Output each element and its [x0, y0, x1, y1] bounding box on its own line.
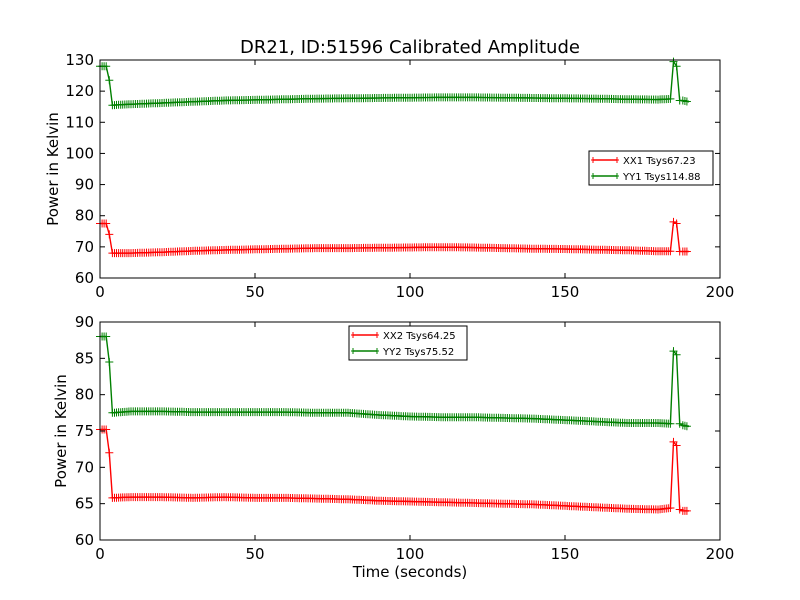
x-tick-label: 50 [245, 283, 264, 301]
marker [105, 230, 114, 239]
series-1-1 [96, 425, 691, 515]
y-tick-label: 80 [75, 386, 94, 404]
y-tick-label: 65 [75, 495, 94, 513]
legend-label: XX1 Tsys67.23 [623, 156, 696, 167]
marker [666, 504, 675, 512]
y-tick-label: 70 [75, 238, 94, 256]
x-tick-label: 100 [396, 545, 425, 563]
series-1-0 [96, 217, 691, 258]
x-tick-label: 50 [245, 545, 264, 563]
marker [682, 97, 691, 106]
marker [102, 219, 111, 228]
marker [105, 448, 114, 457]
y-tick-label: 120 [65, 82, 94, 100]
y-tick-label: 60 [75, 531, 94, 549]
x-tick-label: 150 [551, 545, 580, 563]
marker [682, 422, 691, 431]
legend-box [588, 150, 714, 186]
legend-box [348, 325, 468, 361]
x-tick-label: 200 [706, 545, 735, 563]
marker [666, 94, 675, 103]
x-tick-label: 100 [396, 283, 425, 301]
legend-swatch-markers [351, 348, 379, 354]
legend-item: YY1 Tsys114.88 [591, 172, 701, 183]
x-tick-label: 0 [95, 283, 105, 301]
marker [672, 350, 681, 359]
marker [682, 506, 691, 515]
marker [102, 62, 111, 71]
legend-label: YY2 Tsys75.52 [382, 347, 454, 358]
marker [666, 247, 675, 256]
marker [105, 76, 114, 85]
y-axis-label: Power in Kelvin [52, 374, 70, 488]
chart-title: DR21, ID:51596 Calibrated Amplitude [240, 37, 580, 58]
series-markers [96, 217, 691, 258]
y-tick-label: 80 [75, 207, 94, 225]
series-2-1 [96, 332, 691, 431]
y-tick-label: 130 [65, 51, 94, 69]
series-markers [96, 57, 691, 110]
legend-item: XX1 Tsys67.23 [591, 156, 696, 167]
marker [672, 62, 681, 71]
x-axis-label: Time (seconds) [352, 563, 468, 581]
series-markers [96, 425, 691, 515]
series-markers [96, 332, 691, 431]
marker [672, 441, 681, 450]
y-tick-label: 110 [65, 113, 94, 131]
marker [666, 419, 675, 428]
legend: XX1 Tsys67.23 YY1 Tsys114.88 [588, 150, 714, 186]
marker [669, 57, 678, 66]
marker [102, 425, 111, 434]
legend-swatch-markers [591, 157, 619, 163]
y-axis-label: Power in Kelvin [44, 112, 62, 226]
y-tick-label: 90 [75, 176, 94, 194]
legend: XX2 Tsys64.25 YY2 Tsys75.52 [348, 325, 468, 361]
legend-swatch-markers [351, 332, 379, 338]
y-tick-label: 75 [75, 422, 94, 440]
x-tick-label: 150 [551, 283, 580, 301]
marker [672, 219, 681, 228]
series-2-0 [96, 57, 691, 110]
x-tick-label: 0 [95, 545, 105, 563]
legend-label: YY1 Tsys114.88 [622, 172, 701, 183]
marker [682, 247, 691, 256]
y-tick-label: 60 [75, 269, 94, 287]
marker [102, 332, 111, 341]
legend-item: YY2 Tsys75.52 [351, 347, 454, 358]
legend-swatch-markers [591, 173, 619, 179]
y-tick-label: 85 [75, 349, 94, 367]
y-tick-label: 100 [65, 144, 94, 162]
x-tick-label: 200 [706, 283, 735, 301]
y-tick-label: 70 [75, 458, 94, 476]
top-chart: 0 50 100 150 200 60 70 80 90 100 110 120 130 Power in… [44, 51, 734, 301]
marker [105, 358, 114, 366]
bottom-chart: 0 50 100 150 200 60 65 70 75 80 85 90 Power in Kelvi… [52, 313, 734, 581]
legend-label: XX2 Tsys64.25 [383, 331, 456, 342]
legend-item: XX2 Tsys64.25 [351, 331, 456, 342]
y-tick-label: 90 [75, 313, 94, 331]
